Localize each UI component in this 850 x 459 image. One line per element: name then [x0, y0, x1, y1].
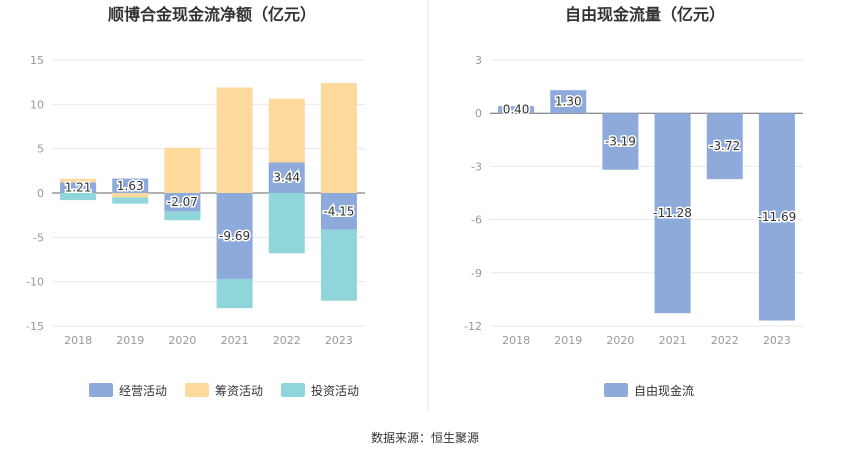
data-label: -2.07 [167, 195, 198, 209]
y-tick-label: 15 [30, 54, 44, 67]
bar-筹资活动-2018 [60, 178, 97, 183]
x-tick-label: 2022 [273, 334, 301, 347]
data-label: -3.72 [709, 139, 740, 153]
y-tick-label: -5 [33, 231, 44, 244]
bar-经营活动-2023 [320, 193, 357, 230]
bar-投资活动-2018 [60, 193, 97, 201]
bar-经营活动-2018 [60, 182, 97, 193]
bar-筹资活动-2020 [164, 147, 201, 193]
legend-swatch [281, 383, 305, 397]
data-label: -4.15 [323, 204, 354, 218]
data-label: -11.69 [758, 210, 797, 224]
x-tick-label: 2021 [659, 334, 687, 347]
bar-经营活动-2020 [164, 193, 201, 212]
legend-swatch [185, 383, 209, 397]
x-tick-label: 2022 [711, 334, 739, 347]
legend-swatch [604, 383, 628, 397]
x-tick-label: 2020 [606, 334, 634, 347]
y-tick-label: 0 [475, 107, 482, 120]
data-label: 1.63 [117, 179, 144, 193]
y-tick-label: 10 [30, 98, 44, 111]
x-tick-label: 2018 [64, 334, 92, 347]
chart-1: 顺博合金现金流净额（亿元） 15 10 5 0 -5 -10 -15 2018 2019 2020 2… [26, 5, 365, 398]
legend-swatch [89, 383, 113, 397]
data-label: -3.19 [605, 134, 636, 148]
bar-投资活动-2021 [216, 278, 253, 309]
legend-label: 投资活动 [311, 383, 359, 398]
bar-经营活动-2022 [268, 162, 305, 193]
x-tick-label: 2023 [763, 334, 791, 347]
bar-投资活动-2023 [320, 229, 357, 301]
x-tick-label: 2023 [325, 334, 353, 347]
bar-自由现金流-2021 [654, 113, 691, 314]
bar-自由现金流-2022 [706, 113, 743, 180]
data-label: 1.30 [555, 95, 582, 109]
x-tick-label: 2020 [168, 334, 196, 347]
bar-筹资活动-2022 [268, 98, 305, 163]
source-label: 数据来源：恒生聚源 [371, 430, 479, 445]
y-tick-label: 5 [37, 143, 44, 156]
chart-title: 顺博合金现金流净额（亿元） [108, 5, 316, 24]
bar-投资活动-2019 [112, 197, 149, 204]
y-tick-label: -12 [464, 320, 482, 333]
y-tick-label: -6 [471, 214, 482, 227]
data-label: 0.40 [503, 103, 530, 117]
bar-筹资活动-2019 [112, 193, 149, 198]
y-tick-label: -15 [26, 320, 44, 333]
bar-投资活动-2020 [164, 211, 201, 221]
legend-label: 经营活动 [119, 384, 167, 398]
x-tick-label: 2021 [221, 334, 249, 347]
y-tick-label: -10 [26, 276, 44, 289]
bar-自由现金流-2023 [758, 113, 795, 321]
legend-label: 筹资活动 [215, 384, 263, 398]
bar-自由现金流-2019 [550, 90, 587, 114]
x-tick-label: 2019 [116, 334, 144, 347]
x-tick-label: 2019 [554, 334, 582, 347]
bar-自由现金流-2018 [498, 106, 535, 114]
y-tick-label: -9 [471, 267, 482, 280]
y-tick-label: 0 [37, 187, 44, 200]
data-label: 1.21 [65, 181, 92, 195]
bar-自由现金流-2020 [602, 113, 639, 170]
data-label: 3.44 [273, 171, 300, 185]
x-tick-label: 2018 [502, 334, 530, 347]
y-tick-label: 3 [475, 54, 482, 67]
bar-经营活动-2021 [216, 193, 253, 279]
bar-投资活动-2022 [268, 193, 305, 254]
bar-经营活动-2019 [112, 178, 149, 193]
y-tick-label: -3 [471, 160, 482, 173]
bar-筹资活动-2023 [320, 83, 357, 193]
bar-筹资活动-2021 [216, 87, 253, 193]
data-label: -11.28 [653, 206, 692, 220]
chart-title: 自由现金流量（亿元） [565, 5, 725, 24]
legend-label: 自由现金流 [634, 383, 694, 398]
chart-2: 自由现金流量（亿元） 3 0 -3 -6 -9 -12 2018 2019 2020 2021 202… [464, 5, 803, 398]
data-label: -9.69 [219, 229, 250, 243]
